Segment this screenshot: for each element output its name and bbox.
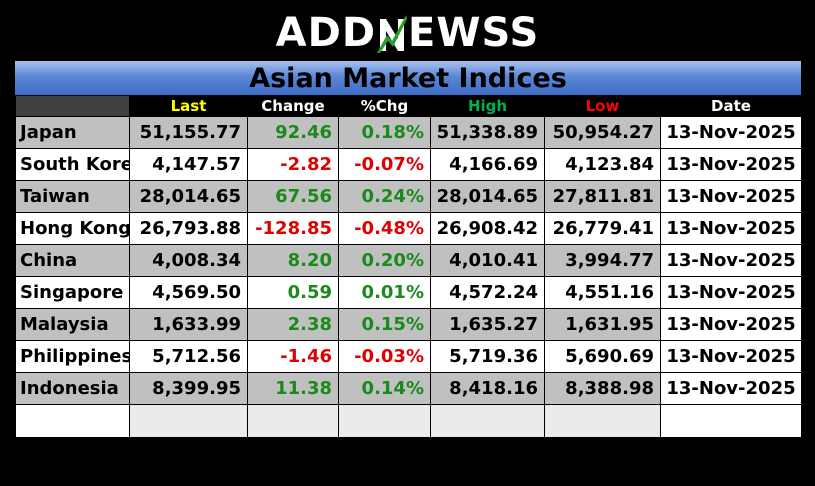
low-cell: 50,954.27 xyxy=(544,116,661,149)
low-cell: 1,631.95 xyxy=(544,308,661,341)
low-cell: 3,994.77 xyxy=(544,244,661,277)
table-row: Malaysia 1,633.99 2.38 0.15% 1,635.27 1,631.9… xyxy=(15,308,802,341)
header-country xyxy=(15,95,130,117)
last-cell: 4,008.34 xyxy=(129,244,248,277)
date-cell: 13-Nov-2025 xyxy=(660,308,802,341)
pct-change-cell: 0.15% xyxy=(338,308,431,341)
empty-cell xyxy=(247,404,339,438)
empty-cell xyxy=(430,404,545,438)
logo-text-ewss: EWSS xyxy=(408,10,540,56)
table-row: Singapore 4,569.50 0.59 0.01% 4,572.24 4,551.… xyxy=(15,276,802,309)
pct-change-cell: 0.20% xyxy=(338,244,431,277)
market-indices-table: Last Change %Chg High Low Date Japan 51,1… xyxy=(15,95,802,438)
empty-row xyxy=(15,404,802,438)
change-cell: -2.82 xyxy=(247,148,339,181)
table-row: South Korea4,147.57-2.82-0.07%4,166.694,… xyxy=(15,148,802,181)
logo-text-add: ADD xyxy=(275,10,377,56)
pct-change-cell: -0.07% xyxy=(338,148,431,181)
change-cell: 2.38 xyxy=(247,308,339,341)
change-cell: -1.46 xyxy=(247,340,339,373)
pct-change-cell: -0.03% xyxy=(338,340,431,373)
empty-cell xyxy=(129,404,248,438)
date-cell: 13-Nov-2025 xyxy=(660,148,802,181)
pct-change-cell: -0.48% xyxy=(338,212,431,245)
change-cell: -128.85 xyxy=(247,212,339,245)
country-cell: Indonesia xyxy=(15,372,130,405)
country-cell: Taiwan xyxy=(15,180,130,213)
high-cell: 51,338.89 xyxy=(430,116,545,149)
last-cell: 5,712.56 xyxy=(129,340,248,373)
low-cell: 4,123.84 xyxy=(544,148,661,181)
header-last: Last xyxy=(129,95,248,117)
low-cell: 27,811.81 xyxy=(544,180,661,213)
country-cell: China xyxy=(15,244,130,277)
pct-change-cell: 0.01% xyxy=(338,276,431,309)
country-cell: Hong Kong xyxy=(15,212,130,245)
empty-cell xyxy=(544,404,661,438)
table-row: Hong Kong 26,793.88 -128.85 -0.48% 26,908.42… xyxy=(15,212,802,245)
high-cell: 1,635.27 xyxy=(430,308,545,341)
last-cell: 4,569.50 xyxy=(129,276,248,309)
low-cell: 5,690.69 xyxy=(544,340,661,373)
site-logo: ADD EWSS xyxy=(0,8,815,58)
low-cell: 26,779.41 xyxy=(544,212,661,245)
empty-cell xyxy=(15,404,130,438)
last-cell: 4,147.57 xyxy=(129,148,248,181)
table-row: Taiwan 28,014.65 67.56 0.24% 28,014.65 27,811… xyxy=(15,180,802,213)
high-cell: 4,166.69 xyxy=(430,148,545,181)
low-cell: 4,551.16 xyxy=(544,276,661,309)
pct-change-cell: 0.18% xyxy=(338,116,431,149)
change-cell: 0.59 xyxy=(247,276,339,309)
high-cell: 5,719.36 xyxy=(430,340,545,373)
table-row: China 4,008.34 8.20 0.20% 4,010.41 3,994.77 13… xyxy=(15,244,802,277)
change-cell: 67.56 xyxy=(247,180,339,213)
last-cell: 26,793.88 xyxy=(129,212,248,245)
date-cell: 13-Nov-2025 xyxy=(660,244,802,277)
empty-cell xyxy=(660,404,802,438)
table-row: Philippines 5,712.56 -1.46 -0.03% 5,719.36 5,… xyxy=(15,340,802,373)
pct-change-cell: 0.24% xyxy=(338,180,431,213)
country-cell: Philippines xyxy=(15,340,130,373)
high-cell: 8,418.16 xyxy=(430,372,545,405)
logo-n-icon xyxy=(377,13,408,53)
last-cell: 8,399.95 xyxy=(129,372,248,405)
pct-change-cell: 0.14% xyxy=(338,372,431,405)
high-cell: 26,908.42 xyxy=(430,212,545,245)
date-cell: 13-Nov-2025 xyxy=(660,116,802,149)
country-cell: Singapore xyxy=(15,276,130,309)
empty-cell xyxy=(338,404,431,438)
table-title: Asian Market Indices xyxy=(15,61,801,95)
last-cell: 28,014.65 xyxy=(129,180,248,213)
header-high: High xyxy=(430,95,545,117)
date-cell: 13-Nov-2025 xyxy=(660,340,802,373)
date-cell: 13-Nov-2025 xyxy=(660,372,802,405)
table-row: Indonesia 8,399.95 11.38 0.14% 8,418.16 8,388… xyxy=(15,372,802,405)
last-cell: 1,633.99 xyxy=(129,308,248,341)
header-date: Date xyxy=(660,95,802,117)
country-cell: Malaysia xyxy=(15,308,130,341)
header-pct-change: %Chg xyxy=(338,95,431,117)
last-cell: 51,155.77 xyxy=(129,116,248,149)
high-cell: 28,014.65 xyxy=(430,180,545,213)
header-low: Low xyxy=(544,95,661,117)
date-cell: 13-Nov-2025 xyxy=(660,212,802,245)
low-cell: 8,388.98 xyxy=(544,372,661,405)
header-row: Last Change %Chg High Low Date xyxy=(15,95,802,117)
high-cell: 4,010.41 xyxy=(430,244,545,277)
high-cell: 4,572.24 xyxy=(430,276,545,309)
country-cell: South Korea xyxy=(15,148,130,181)
header-change: Change xyxy=(247,95,339,117)
change-cell: 92.46 xyxy=(247,116,339,149)
change-cell: 8.20 xyxy=(247,244,339,277)
country-cell: Japan xyxy=(15,116,130,149)
date-cell: 13-Nov-2025 xyxy=(660,276,802,309)
table-row: Japan 51,155.77 92.46 0.18% 51,338.89 50,954.… xyxy=(15,116,802,149)
change-cell: 11.38 xyxy=(247,372,339,405)
date-cell: 13-Nov-2025 xyxy=(660,180,802,213)
